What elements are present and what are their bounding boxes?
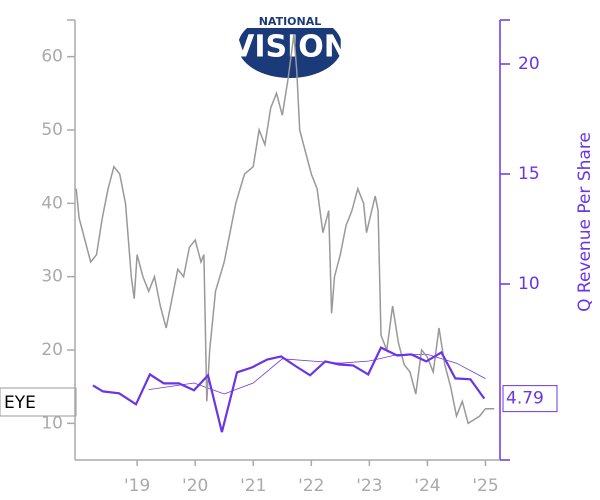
x-tick-label: '21 xyxy=(240,476,266,496)
y2-tick-label: 20 xyxy=(518,54,540,74)
logo-band xyxy=(236,14,344,28)
y-tick-label: 10 xyxy=(41,413,63,433)
ticker-box xyxy=(0,387,77,417)
y2-tick-label: 15 xyxy=(518,164,540,184)
logo: NATIONAL VISION xyxy=(231,14,349,78)
last-value-box xyxy=(502,385,558,413)
y2-tick-label: 10 xyxy=(518,274,540,294)
last-value-label: 4.79 xyxy=(506,389,544,409)
x-tick-label: '20 xyxy=(182,476,208,496)
logo-badge xyxy=(238,14,342,78)
y-tick-label: 40 xyxy=(41,193,63,213)
x-tick-label: '25 xyxy=(472,476,498,496)
y-tick-label: 20 xyxy=(41,340,63,360)
series-line xyxy=(75,34,495,425)
y-tick-label: 60 xyxy=(41,47,63,67)
y2-axis-label: Q Revenue Per Share xyxy=(575,132,595,312)
ticker-label: EYE xyxy=(4,393,36,413)
y-tick-label: 30 xyxy=(41,267,63,287)
series-line xyxy=(92,346,486,433)
x-tick-label: '23 xyxy=(356,476,382,496)
x-tick-label: '22 xyxy=(298,476,324,496)
x-tick-label: '19 xyxy=(124,476,150,496)
logo-top: NATIONAL xyxy=(259,15,322,28)
x-tick-label: '24 xyxy=(414,476,440,496)
y-tick-label: 50 xyxy=(41,120,63,140)
